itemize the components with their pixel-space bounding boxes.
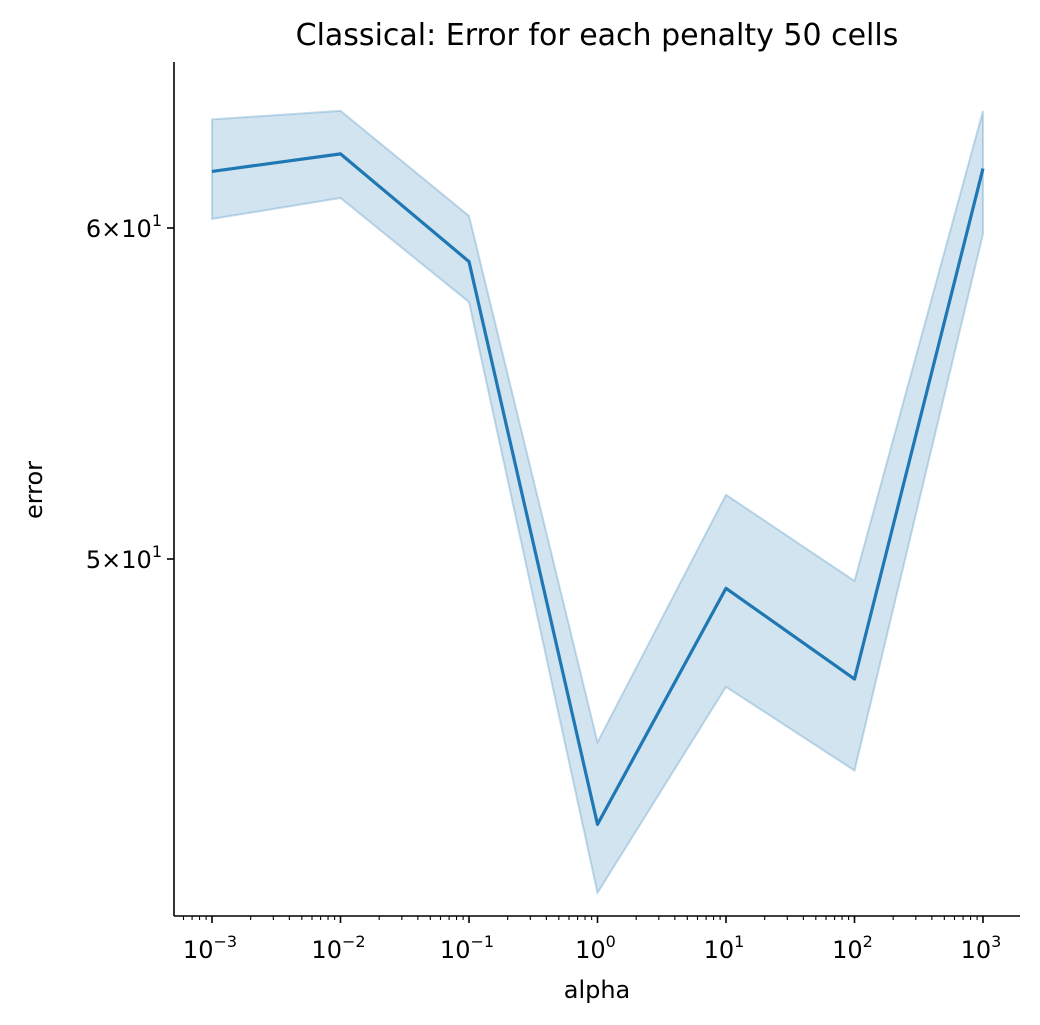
x-tick-label: 103 [961,932,1002,964]
x-tick-label: 10−1 [440,932,494,964]
confidence-band [211,109,984,896]
x-tick-label: 101 [704,932,745,964]
y-axis-ticks: 5×101 6×101 [86,211,174,574]
y-axis-label: error [20,461,48,519]
chart-title: Classical: Error for each penalty 50 cel… [296,18,899,53]
y-tick-label: 6×101 [86,211,162,243]
plot-area [211,109,985,896]
series-line [211,152,985,826]
x-tick-label: 10−2 [311,932,365,964]
x-tick-label: 10−3 [183,932,237,964]
y-tick-label: 5×101 [86,542,162,574]
x-axis-label: alpha [564,976,631,1004]
x-tick-label: 102 [832,932,873,964]
x-axis-ticks: 10−3 10−2 10−1 100 101 102 103 [183,916,1001,964]
x-tick-label: 100 [575,932,616,964]
